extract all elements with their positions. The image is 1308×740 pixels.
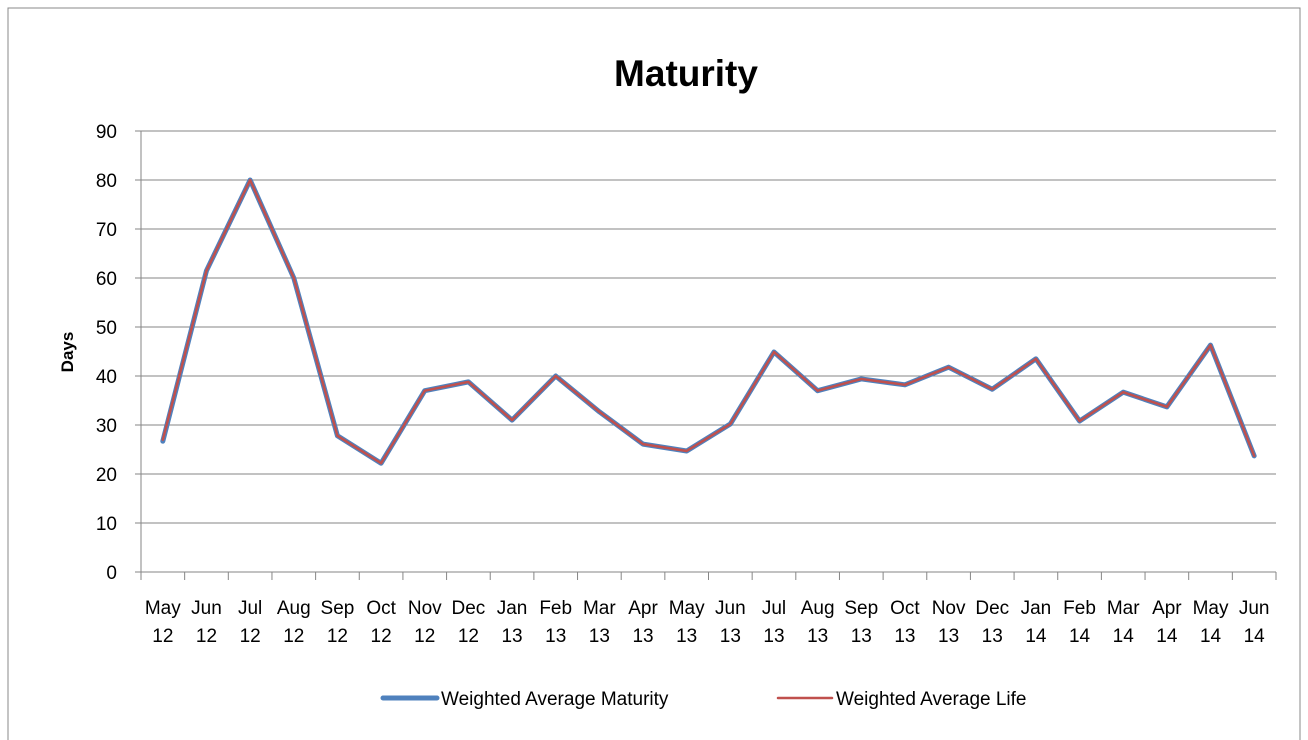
x-tick-label: Jul 13 — [762, 598, 786, 647]
y-tick-label: 50 — [96, 318, 117, 339]
x-tick-label: Jan 13 — [497, 598, 528, 647]
x-tick-label: May 14 — [1193, 598, 1229, 647]
x-tick-label: Feb 14 — [1063, 598, 1096, 647]
y-tick-label: 20 — [96, 465, 117, 486]
x-tick-label: Apr 14 — [1152, 598, 1182, 647]
x-tick-label: Nov 12 — [408, 598, 442, 647]
y-tick-label: 10 — [96, 514, 117, 535]
y-axis-label: Days — [58, 332, 77, 373]
y-tick-label: 90 — [96, 122, 117, 143]
legend-label: Weighted Average Maturity — [441, 689, 669, 710]
x-tick-label: Aug 12 — [277, 598, 311, 647]
chart-title: Maturity — [614, 53, 758, 94]
x-tick-label: Dec 12 — [452, 598, 486, 647]
x-tick-label: Jun 13 — [715, 598, 746, 647]
x-tick-label: Mar 14 — [1107, 598, 1140, 647]
x-tick-label: Apr 13 — [628, 598, 658, 647]
x-tick-label: Jul 12 — [238, 598, 262, 647]
x-tick-label: Jun 14 — [1239, 598, 1270, 647]
x-tick-label: Mar 13 — [583, 598, 616, 647]
series-line — [161, 178, 1256, 465]
y-tick-label: 30 — [96, 416, 117, 437]
x-tick-label: Aug 13 — [801, 598, 835, 647]
x-tick-label: Jun 12 — [191, 598, 222, 647]
x-tick-label: May 13 — [669, 598, 705, 647]
legend-label: Weighted Average Life — [836, 689, 1027, 710]
x-tick-label: Dec 13 — [975, 598, 1009, 647]
x-tick-label: Oct 13 — [890, 598, 920, 647]
x-tick-label: Nov 13 — [932, 598, 966, 647]
x-tick-label: Sep 12 — [321, 598, 355, 647]
y-tick-label: 80 — [96, 171, 117, 192]
x-tick-label: Sep 13 — [844, 598, 878, 647]
x-tick-label: Feb 13 — [539, 598, 572, 647]
y-tick-label: 40 — [96, 367, 117, 388]
x-tick-label: May 12 — [145, 598, 181, 647]
y-tick-label: 70 — [96, 220, 117, 241]
x-tick-label: Jan 14 — [1021, 598, 1052, 647]
x-tick-label: Oct 12 — [366, 598, 396, 647]
y-tick-label: 60 — [96, 269, 117, 290]
y-tick-label: 0 — [106, 563, 117, 584]
chart-border — [7, 7, 1301, 740]
